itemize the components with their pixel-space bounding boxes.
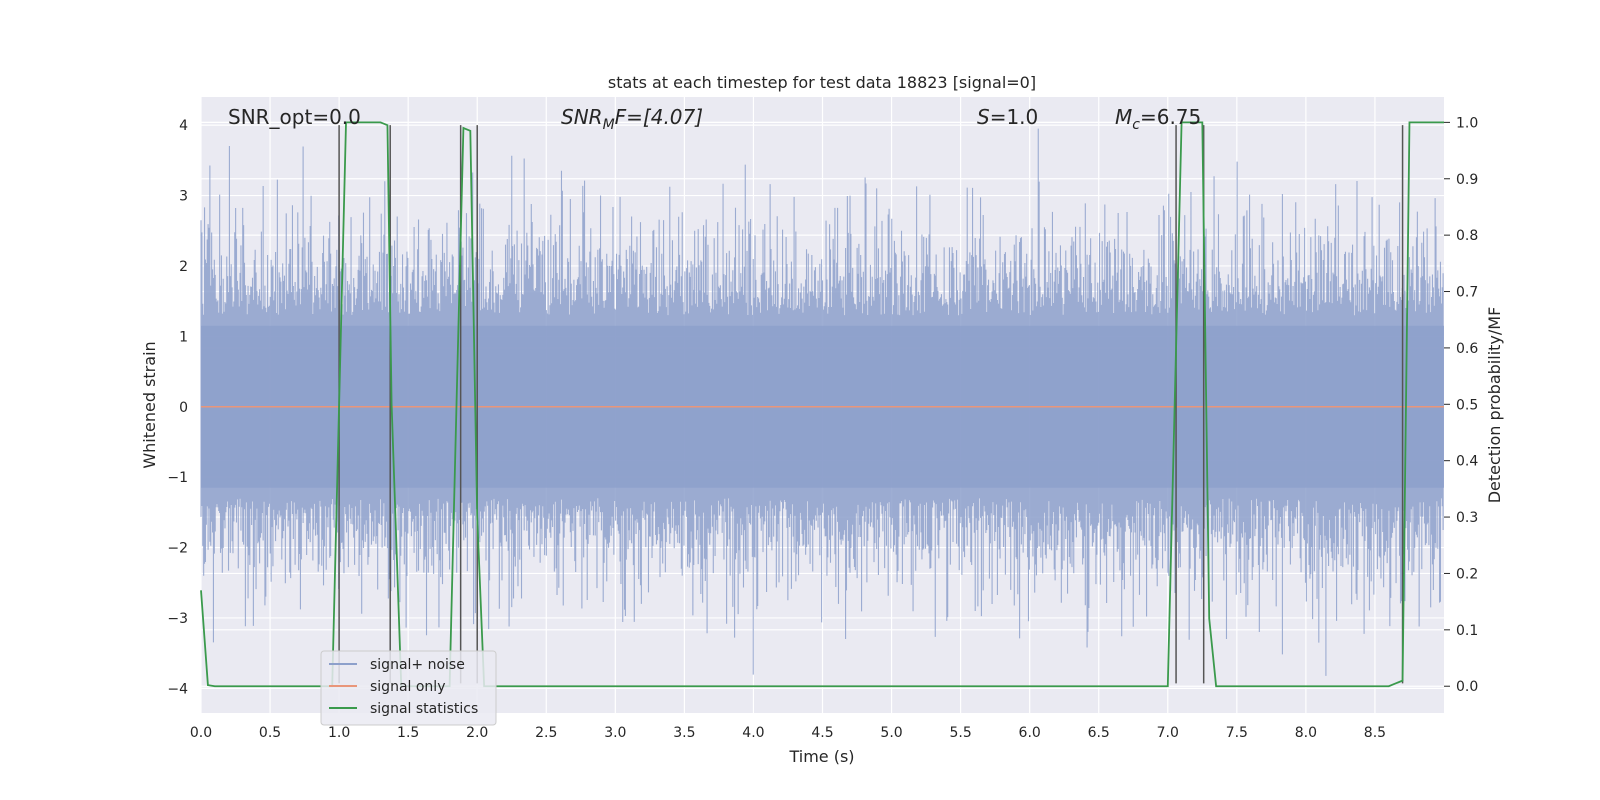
x-tick-label-15: 7.5 — [1226, 725, 1248, 741]
y-tick-label-0: 4 — [179, 118, 188, 134]
x-tick-label-17: 8.5 — [1364, 725, 1386, 741]
y2-tick-label-6: 0.4 — [1456, 454, 1478, 470]
y2-tick-label-1: 0.9 — [1456, 172, 1478, 188]
y-tick-label-6: −2 — [167, 541, 188, 557]
annotation-snr-mf: SNRMF=[4.07] — [561, 105, 703, 133]
y-tick-label-7: −3 — [167, 611, 188, 627]
annotation-snr-mf-rest-f: F=[4.07] — [615, 105, 703, 129]
y-tick-label-4: 0 — [179, 400, 188, 416]
y2-tick-label-9: 0.1 — [1456, 623, 1478, 639]
annotation-mc-sub: c — [1132, 117, 1140, 133]
x-axis-label: Time (s) — [788, 747, 854, 766]
annotation-s-main: S — [977, 105, 990, 129]
vertical-markers — [338, 125, 1404, 684]
x-tick-label-8: 4.0 — [742, 725, 764, 741]
annotation-mc-rest: =6.75 — [1140, 105, 1201, 129]
x-tick-label-13: 6.5 — [1088, 725, 1110, 741]
annotation-snr-opt: SNR_opt=0.0 — [228, 105, 361, 129]
y-axis-ticks: 4 3 2 1 0 −1 −2 −3 −4 — [167, 118, 188, 697]
legend-label-signal-only: signal only — [370, 679, 445, 695]
x-tick-label-6: 3.0 — [604, 725, 626, 741]
y2-axis-label: Detection probability/MF — [1485, 307, 1504, 504]
annotation-s-rest: =1.0 — [990, 105, 1039, 129]
y2-tick-label-10: 0.0 — [1456, 679, 1478, 695]
y-tick-label-2: 2 — [179, 259, 188, 275]
annotation-mc-main: M — [1115, 105, 1132, 129]
y2-tick-label-5: 0.5 — [1456, 397, 1478, 413]
y2-tick-label-8: 0.2 — [1456, 566, 1478, 582]
x-tick-label-2: 1.0 — [328, 725, 350, 741]
x-tick-label-1: 0.5 — [259, 725, 281, 741]
y-tick-label-1: 3 — [179, 189, 188, 205]
y-axis-label: Whitened strain — [140, 341, 159, 468]
x-tick-label-4: 2.0 — [466, 725, 488, 741]
y2-tick-label-2: 0.8 — [1456, 228, 1478, 244]
x-tick-label-14: 7.0 — [1157, 725, 1179, 741]
x-tick-label-11: 5.5 — [949, 725, 971, 741]
legend-label-signal-statistics: signal statistics — [370, 701, 478, 717]
series-signal-statistics — [200, 121, 1444, 688]
x-tick-label-9: 4.5 — [811, 725, 833, 741]
x-tick-label-16: 8.0 — [1295, 725, 1317, 741]
y-tick-label-8: −4 — [167, 681, 188, 697]
chart-title: stats at each timestep for test data 188… — [608, 73, 1036, 92]
y2-axis-ticks: 1.0 0.9 0.8 0.7 0.6 0.5 0.4 0.3 0.2 0.1 0.0 — [1444, 115, 1478, 695]
annotation-s: S=1.0 — [977, 105, 1038, 129]
x-axis-ticks: 0.0 0.5 1.0 1.5 2.0 2.5 3.0 3.5 4.0 4.5 5.0 5.5 6.0 6… — [190, 725, 1386, 741]
x-tick-label-7: 3.5 — [673, 725, 695, 741]
x-tick-label-0: 0.0 — [190, 725, 212, 741]
y-tick-label-3: 1 — [179, 329, 188, 345]
x-tick-label-5: 2.5 — [535, 725, 557, 741]
x-tick-label-3: 1.5 — [397, 725, 419, 741]
x-tick-label-10: 5.0 — [880, 725, 902, 741]
legend: signal+ noise signal only signal statist… — [320, 650, 497, 726]
y2-tick-label-0: 1.0 — [1456, 115, 1478, 131]
y2-tick-label-7: 0.3 — [1456, 510, 1478, 526]
legend-label-signal-plus-noise: signal+ noise — [370, 657, 465, 673]
annotation-mc: Mc=6.75 — [1115, 105, 1201, 133]
y2-tick-label-4: 0.6 — [1456, 341, 1478, 357]
annotation-snr-mf-main: SNR — [561, 105, 603, 129]
x-tick-label-12: 6.0 — [1019, 725, 1041, 741]
y-tick-label-5: −1 — [167, 470, 188, 486]
y2-tick-label-3: 0.7 — [1456, 285, 1478, 301]
signal-statistics-line — [200, 121, 1444, 688]
legend-box — [320, 650, 497, 726]
annotation-snr-mf-sub: M — [603, 117, 615, 133]
